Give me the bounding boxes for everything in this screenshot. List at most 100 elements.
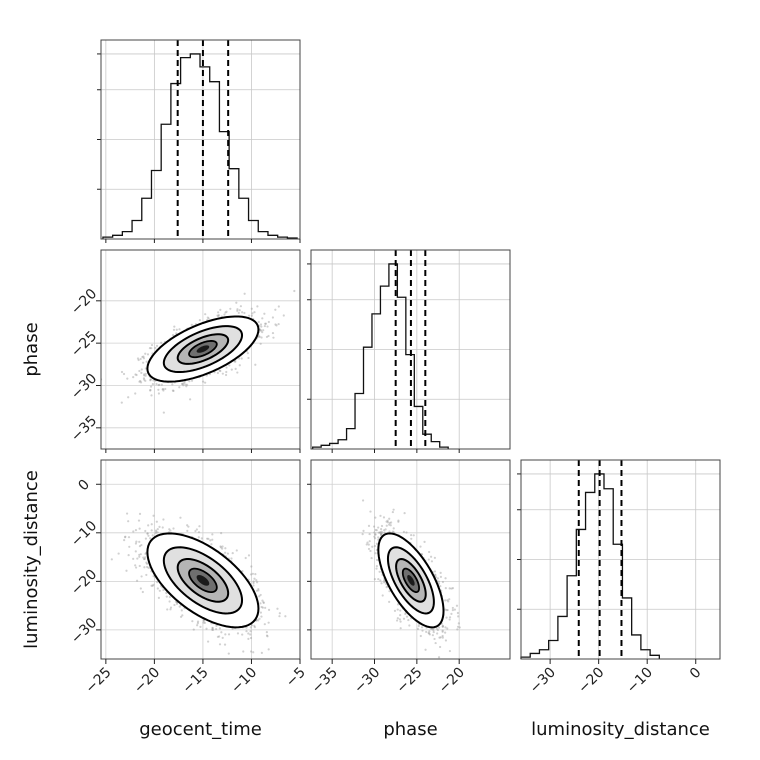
sample-point [448, 598, 451, 601]
sample-point [155, 520, 158, 523]
sample-point [127, 536, 131, 539]
sample-point [441, 625, 444, 628]
sample-point [405, 531, 408, 534]
sample-point [427, 558, 430, 561]
sample-point [259, 342, 262, 345]
sample-point [369, 510, 372, 513]
sample-point [169, 606, 173, 609]
x-tick-label: −10 [228, 665, 260, 697]
sample-point [429, 555, 433, 558]
sample-point [416, 627, 419, 630]
sample-point [138, 380, 141, 383]
sample-point [207, 537, 210, 540]
sample-point [251, 572, 254, 575]
sample-point [138, 555, 141, 558]
sample-point [181, 382, 184, 385]
sample-point [261, 599, 264, 602]
sample-point [171, 389, 175, 392]
sample-point [197, 536, 200, 539]
sample-point [403, 512, 406, 515]
sample-point [224, 373, 228, 377]
sample-point [444, 626, 447, 629]
sample-point [431, 628, 434, 631]
sample-point [379, 531, 382, 534]
sample-point [149, 379, 152, 382]
x-tick-label: −25 [393, 665, 425, 697]
scatter-panel-luminosity_distance-vs-geocent_time [100, 459, 301, 660]
panel-content [101, 460, 300, 659]
sample-point [372, 525, 376, 528]
sample-point [361, 499, 365, 502]
sample-point [146, 353, 150, 356]
sample-point [385, 520, 388, 523]
sample-point [219, 546, 223, 549]
sample-point [450, 663, 452, 665]
sample-point [264, 322, 268, 325]
sample-point [157, 383, 160, 387]
sample-point [150, 529, 153, 532]
sample-point [138, 553, 141, 556]
sample-point [141, 590, 144, 594]
sample-point [396, 603, 400, 606]
sample-point [451, 606, 454, 610]
sample-point [175, 332, 178, 335]
sample-point [125, 569, 128, 572]
sample-point [182, 382, 186, 385]
sample-point [405, 615, 409, 618]
sample-point [149, 378, 152, 381]
sample-point [236, 371, 239, 374]
sample-point [189, 398, 192, 401]
sample-point [392, 527, 395, 530]
sample-point [377, 578, 380, 581]
sample-point [225, 366, 228, 369]
sample-point [257, 320, 260, 324]
sample-point [435, 627, 438, 630]
sample-point [175, 602, 179, 605]
sample-point [262, 329, 265, 332]
sample-point [247, 314, 251, 317]
sample-point [122, 372, 126, 376]
sample-point [257, 587, 260, 591]
sample-point [155, 382, 158, 386]
sample-point [128, 545, 131, 548]
hist-panel-geocent_time [97, 39, 301, 240]
panel-frame [310, 459, 511, 660]
sample-point [205, 627, 208, 630]
sample-point [217, 311, 220, 314]
sample-point [263, 623, 266, 626]
sample-point [388, 600, 391, 603]
sample-point [145, 573, 148, 577]
sample-point [152, 379, 155, 382]
sample-point [238, 364, 241, 367]
panel-frame [520, 459, 721, 660]
sample-point [238, 357, 241, 360]
sample-point [140, 575, 143, 578]
sample-point [439, 636, 442, 639]
sample-point [211, 628, 215, 631]
sample-point [253, 624, 256, 627]
sample-point [221, 545, 224, 548]
sample-point [135, 373, 138, 377]
sample-point [247, 637, 250, 640]
sample-point [206, 316, 209, 319]
sample-point [229, 307, 232, 310]
sample-point [383, 579, 386, 582]
sample-point [391, 510, 394, 514]
y-tick-label: −10 [68, 518, 100, 550]
panel-content [311, 460, 510, 665]
sample-point [391, 530, 394, 533]
sample-point [156, 587, 159, 590]
sample-point [141, 355, 144, 359]
sample-point [146, 532, 149, 535]
sample-point [388, 517, 391, 520]
x-axis-label-phase: phase [383, 719, 437, 740]
sample-point [374, 516, 377, 519]
sample-point [178, 328, 181, 331]
sample-point [375, 565, 378, 568]
sample-point [164, 387, 167, 391]
sample-point [221, 636, 224, 640]
sample-point [162, 388, 165, 391]
y-tick-label: −35 [68, 413, 100, 445]
sample-point [190, 379, 194, 382]
sample-point [221, 372, 224, 375]
